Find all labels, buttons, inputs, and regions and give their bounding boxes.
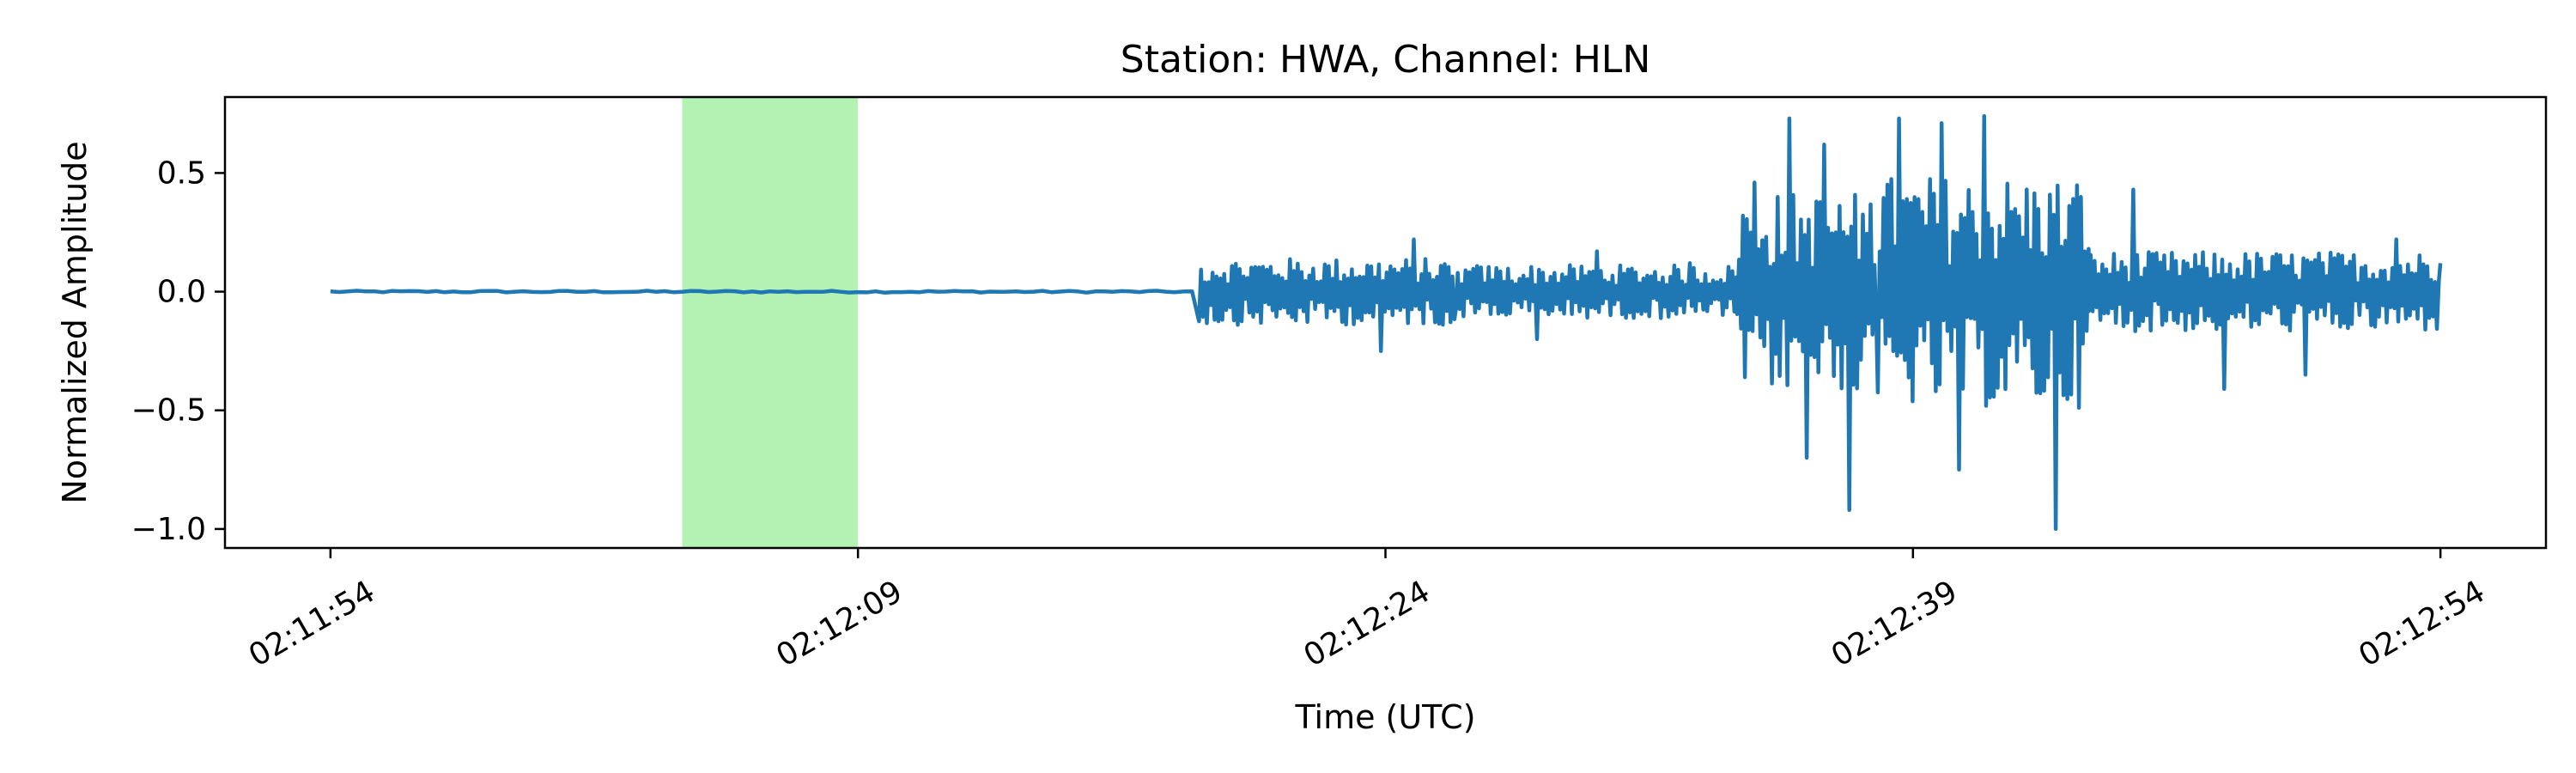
highlight-span-layer <box>682 97 859 548</box>
series-layer <box>330 113 2443 532</box>
y-tick-label: 0.0 <box>157 275 206 310</box>
y-tick-label: 0.5 <box>157 155 206 191</box>
highlight-span <box>682 97 859 548</box>
chart-title: Station: HWA, Channel: HLN <box>1121 38 1650 82</box>
x-axis-label: Time (UTC) <box>1294 698 1475 736</box>
y-axis-label: Normalized Amplitude <box>56 141 94 503</box>
series-line <box>330 113 2443 532</box>
y-tick-label: −0.5 <box>131 393 206 429</box>
y-tick-label: −1.0 <box>131 512 206 547</box>
